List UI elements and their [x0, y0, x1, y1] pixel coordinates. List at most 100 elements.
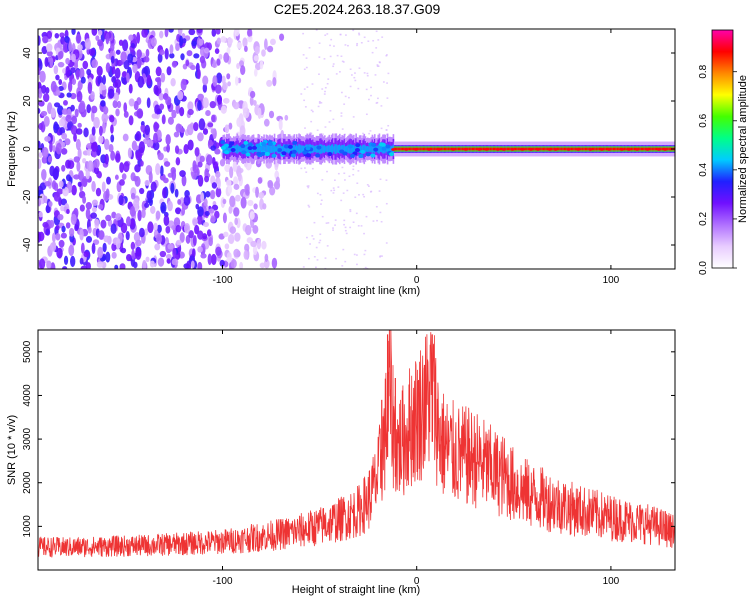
spectrogram-cell [342, 192, 345, 194]
spectrogram-cell [378, 144, 381, 154]
spectrogram-cell [362, 193, 365, 196]
colorbar-scale [711, 29, 734, 269]
snr-y-ticks: 1000 2000 3000 4000 5000 [22, 340, 675, 537]
spectrogram-cell [105, 251, 111, 263]
spectrogram-cell [324, 126, 327, 128]
spectrogram-cell [372, 220, 375, 222]
spectrogram-cell [46, 30, 53, 39]
spectrogram-cell [322, 145, 325, 153]
spectrogram-cell [329, 110, 332, 112]
colorbar-tick-label: 0.0 [698, 261, 709, 275]
spectrogram-cell [207, 122, 214, 128]
spectrogram-cell [376, 219, 378, 222]
spectrogram-cell [252, 145, 258, 150]
spectrogram-cell [46, 50, 53, 57]
spectrogram-cell [91, 180, 96, 192]
spectrogram-cell [403, 147, 405, 151]
spectrogram-cell [327, 145, 329, 153]
spectrogram-cell [343, 144, 346, 154]
spectrogram-cell [316, 259, 319, 261]
spectrogram-cell [232, 160, 238, 172]
spectrogram-cell [385, 129, 388, 131]
snr-panel: -100 0 100 1000 2000 3000 4000 5000 Height of … [6, 329, 676, 596]
spectrogram-cell [151, 113, 159, 119]
spectrogram-heatmap [38, 29, 675, 269]
spectrogram-cell [483, 147, 486, 151]
spectrogram-cell [258, 191, 265, 199]
spectrogram-y-tick-label: -40 [22, 237, 33, 252]
spectrogram-cell [105, 32, 110, 45]
spectrogram-cell [173, 217, 181, 228]
spectrogram-cell [267, 181, 274, 189]
spectrogram-cell [328, 144, 331, 154]
spectrogram-cell [326, 170, 328, 173]
spectrogram-cell [226, 47, 231, 55]
spectrogram-cell [159, 30, 164, 39]
spectrogram-cell [110, 55, 115, 64]
spectrogram-cell [79, 67, 85, 80]
spectrogram-cell [362, 132, 364, 135]
spectrogram-cell [371, 144, 374, 154]
spectrogram-cell [208, 208, 215, 214]
spectrogram-cell [433, 147, 436, 151]
spectrogram-cell [333, 45, 335, 47]
spectrogram-cell [360, 41, 363, 44]
spectrogram-cell [434, 147, 437, 151]
spectrogram-cell [532, 147, 535, 151]
spectrogram-cell [399, 147, 402, 151]
spectrogram-cell [236, 62, 240, 70]
spectrogram-cell [60, 198, 67, 206]
spectrogram-cell [204, 175, 210, 183]
spectrogram-cell [204, 210, 210, 216]
spectrogram-cell [475, 147, 477, 151]
spectrogram-cell [40, 110, 48, 117]
spectrogram-cell [70, 67, 76, 74]
spectrogram-cell [342, 61, 345, 63]
spectrogram-cell [115, 108, 120, 117]
spectrogram-cell [146, 139, 154, 148]
spectrogram-cell [260, 145, 263, 153]
spectrogram-cell [86, 104, 91, 114]
spectrogram-cell [327, 222, 330, 224]
spectrogram-cell [385, 54, 388, 57]
spectrogram-cell [177, 199, 182, 205]
spectrogram-cell [68, 227, 75, 237]
spectrogram-cell [624, 147, 627, 151]
spectrogram-cell [62, 40, 70, 53]
spectrogram-cell [150, 205, 156, 214]
spectrogram-cell [419, 147, 422, 151]
spectrogram-cell [105, 214, 112, 222]
spectrogram-cell [38, 140, 41, 151]
spectrogram-cell [368, 98, 370, 101]
spectrogram-cell [352, 165, 355, 168]
spectrogram-cell [38, 199, 41, 207]
spectrogram-cell [136, 49, 142, 59]
spectrogram-cell [233, 248, 240, 258]
spectrogram-x-ticks: -100 0 100 [212, 29, 620, 286]
spectrogram-cell [332, 144, 334, 154]
spectrogram-cell [202, 97, 209, 109]
spectrogram-cell [342, 248, 345, 251]
spectrogram-cell [311, 235, 314, 237]
spectrogram-cell [305, 171, 308, 173]
spectrogram-cell [305, 57, 308, 59]
spectrogram-cell [77, 122, 82, 128]
spectrogram-cell [495, 148, 501, 151]
spectrogram-cell [481, 147, 483, 151]
spectrogram-cell [229, 145, 232, 153]
spectrogram-cell [344, 95, 347, 98]
spectrogram-cell [252, 99, 257, 106]
spectrogram-cell [173, 131, 180, 138]
spectrogram-cell [60, 232, 67, 239]
spectrogram-cell [447, 147, 449, 151]
spectrogram-cell [292, 145, 295, 153]
spectrogram-cell [310, 120, 313, 123]
spectrogram-cell [491, 147, 494, 151]
spectrogram-cell [305, 146, 311, 151]
spectrogram-cell [394, 147, 397, 151]
spectrogram-cell [321, 144, 324, 154]
spectrogram-cell [70, 213, 77, 225]
spectrogram-cell [253, 68, 258, 77]
spectrogram-cell [215, 246, 222, 256]
spectrogram-cell [306, 153, 312, 158]
